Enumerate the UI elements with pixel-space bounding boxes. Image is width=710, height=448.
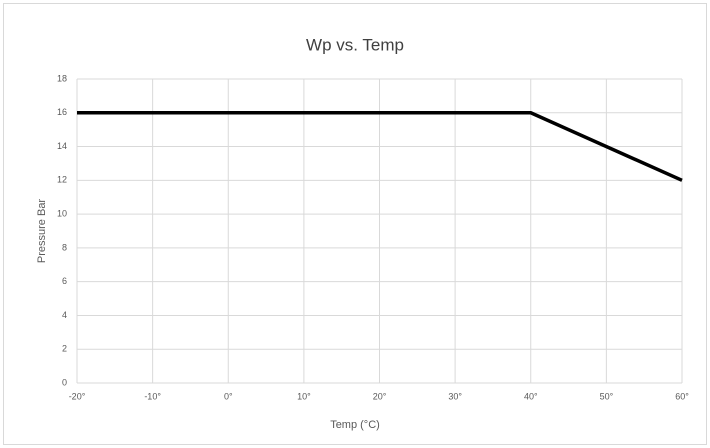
x-tick-label: -10° xyxy=(144,391,161,401)
x-tick-label: 0° xyxy=(224,391,233,401)
chart-title: Wp vs. Temp xyxy=(306,35,404,54)
y-tick-label: 12 xyxy=(57,175,67,185)
x-tick-label: 30° xyxy=(448,391,462,401)
x-tick-label: 60° xyxy=(675,391,689,401)
x-tick-label: 40° xyxy=(524,391,538,401)
y-tick-label: 4 xyxy=(62,310,67,320)
y-tick-label: 6 xyxy=(62,276,67,286)
x-tick-label: 10° xyxy=(297,391,311,401)
y-tick-label: 18 xyxy=(57,73,67,83)
x-tick-label: 50° xyxy=(600,391,614,401)
chart-border xyxy=(3,3,707,445)
y-tick-label: 10 xyxy=(57,208,67,218)
y-tick-label: 2 xyxy=(62,344,67,354)
y-axis-title: Pressure Bar xyxy=(36,199,48,264)
y-tick-label: 16 xyxy=(57,107,67,117)
data-line xyxy=(77,111,683,182)
y-tick-label: 8 xyxy=(62,242,67,252)
x-axis-title: Temp (°C) xyxy=(330,419,380,431)
y-tick-label: 0 xyxy=(62,377,67,387)
x-tick-label: 20° xyxy=(373,391,387,401)
x-tick-label: -20° xyxy=(69,391,86,401)
y-tick-label: 14 xyxy=(57,141,67,151)
